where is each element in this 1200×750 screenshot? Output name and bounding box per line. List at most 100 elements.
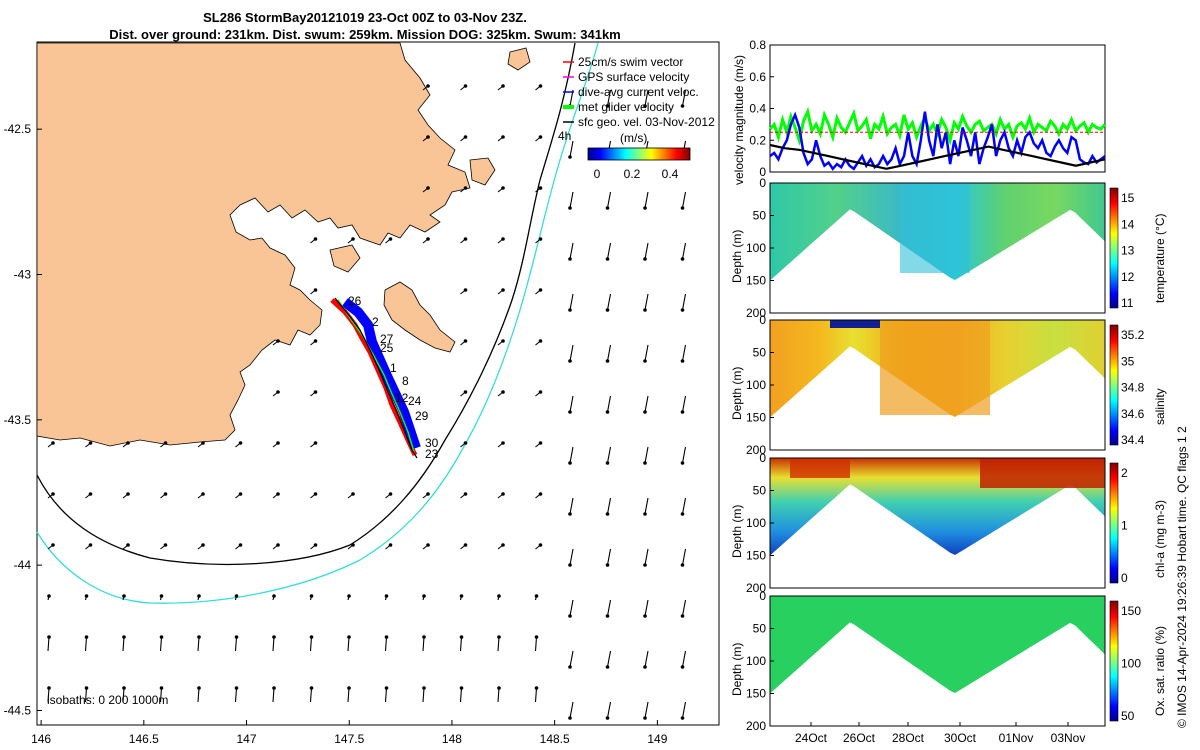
velocity-arrow-head [680, 410, 685, 414]
velocity-arrow-head [643, 410, 647, 414]
velocity-arrow [569, 293, 574, 311]
velocity-arrow-head [463, 390, 468, 394]
velocity-arrow [234, 687, 238, 703]
velocity-arrow-head [122, 635, 126, 639]
velocity-arrow-head [568, 359, 572, 363]
velocity-arrow-head [384, 594, 389, 598]
velocity-arrow [681, 89, 687, 107]
section-x-tick-label: 24Oct [795, 731, 828, 745]
chart-title-line-2: Dist. over ground: 231km. Dist. swum: 25… [109, 27, 621, 42]
velocity-arrow-head [568, 257, 572, 261]
track-label: 30 [425, 436, 439, 450]
velocity-arrow [384, 687, 388, 703]
velocity-arrow-head [538, 492, 543, 496]
section-y-label: Depth (m) [730, 643, 744, 696]
velocity-arrow-head [313, 237, 318, 241]
section-panel: 0 50 100 150 200 Depth (m) 35.2 35 34.8 34.6 34.4 s… [730, 313, 1167, 457]
velocity-arrow-head [501, 288, 505, 292]
map-x-tick-label: 146 [31, 732, 51, 746]
velocity-arrow [681, 344, 687, 362]
section-colorbar-tick: 35 [1121, 354, 1135, 368]
velocity-arrow-head [47, 686, 51, 690]
velocity-arrow [681, 497, 687, 515]
velocity-arrow-head [538, 390, 543, 394]
section-texture [790, 458, 850, 478]
velocity-arrow-head [497, 594, 501, 598]
map-y-tick-label: -44.5 [4, 703, 32, 717]
velocity-arrow-head [463, 441, 468, 445]
velocity-arrow-head [84, 686, 89, 690]
velocity-arrow-head [643, 104, 647, 108]
velocity-arrow [47, 687, 50, 703]
velocity-arrow [644, 395, 649, 413]
velocity-arrow-head [538, 135, 543, 139]
velocity-arrow [644, 548, 649, 566]
velocity-arrow [84, 687, 88, 703]
map-y-tick-label: -43 [14, 268, 32, 282]
velocity-arrow-head [501, 492, 505, 496]
velocity-arrow-head [568, 512, 572, 516]
map-x-tick-label: 147 [237, 732, 257, 746]
section-y-tick-label: 100 [746, 241, 766, 255]
velocity-arrow-head [459, 635, 464, 639]
velocity-arrow-head [643, 563, 647, 567]
velocity-arrow-head [680, 257, 685, 261]
velocity-arrow [681, 395, 687, 413]
velocity-arrow-head [568, 308, 572, 312]
map-y-tick-label: -44 [14, 558, 32, 572]
velocity-y-label: velocity magnitude (m/s) [732, 55, 746, 185]
velocity-y-tick-label: 0.6 [749, 70, 766, 84]
island-polygon [469, 157, 496, 186]
velocity-arrow-head [538, 543, 543, 547]
map-y-tick-label: -42.5 [4, 122, 32, 136]
velocity-arrow [644, 344, 649, 362]
section-colorbar-tick: 12 [1121, 270, 1135, 284]
velocity-arrow-head [426, 186, 430, 190]
velocity-arrow-head [238, 543, 243, 547]
section-y-tick-label: 50 [753, 209, 767, 223]
velocity-arrow-head [643, 206, 647, 210]
map-panel: 146 146.5 147 147.5 148 148.5 149 -42.5 -43 -43.… [4, 41, 720, 746]
velocity-arrow-head [201, 441, 205, 445]
velocity-arrow-head [313, 441, 318, 445]
velocity-arrow [159, 636, 163, 652]
section-y-tick-label: 50 [753, 622, 767, 636]
velocity-arrow-head [88, 441, 93, 445]
velocity-arrow-head [197, 686, 201, 690]
velocity-arrow [569, 344, 574, 362]
velocity-arrow [197, 636, 200, 652]
velocity-arrow-head [84, 635, 89, 639]
velocity-arrow-head [463, 543, 468, 547]
met-glider-velocity-green [337, 299, 415, 453]
velocity-arrow-head [501, 84, 505, 88]
section-colorbar [1109, 600, 1119, 722]
section-y-tick-label: 150 [746, 411, 766, 425]
velocity-arrow-head [426, 492, 430, 496]
map-colorbar-tick: 0 [594, 167, 601, 181]
velocity-arrow [309, 636, 313, 652]
velocity-arrow-head [422, 635, 426, 639]
section-colorbar-tick: 13 [1121, 244, 1135, 258]
section-panel: 0 50 100 150 200 Depth (m) 2 1 0 chl-a (mg m-3) [730, 451, 1167, 595]
velocity-arrow [569, 140, 574, 158]
velocity-arrow [644, 89, 649, 107]
section-colorbar-tick: 34.8 [1121, 381, 1145, 395]
velocity-arrow-head [643, 461, 647, 465]
velocity-arrow [644, 650, 649, 668]
velocity-arrow [606, 395, 612, 413]
velocity-arrow-head [84, 594, 89, 598]
map-x-tick-label: 149 [647, 732, 667, 746]
velocity-arrow-head [163, 441, 168, 445]
velocity-arrow [569, 446, 574, 464]
velocity-arrow-head [388, 237, 393, 241]
velocity-arrow [644, 497, 649, 515]
velocity-arrow-head [568, 614, 572, 618]
island-polygon [383, 281, 456, 353]
velocity-arrow [47, 636, 50, 652]
velocity-arrow [644, 446, 649, 464]
velocity-arrow [644, 701, 649, 719]
velocity-arrow-head [309, 594, 314, 598]
velocity-arrow-head [605, 257, 610, 261]
